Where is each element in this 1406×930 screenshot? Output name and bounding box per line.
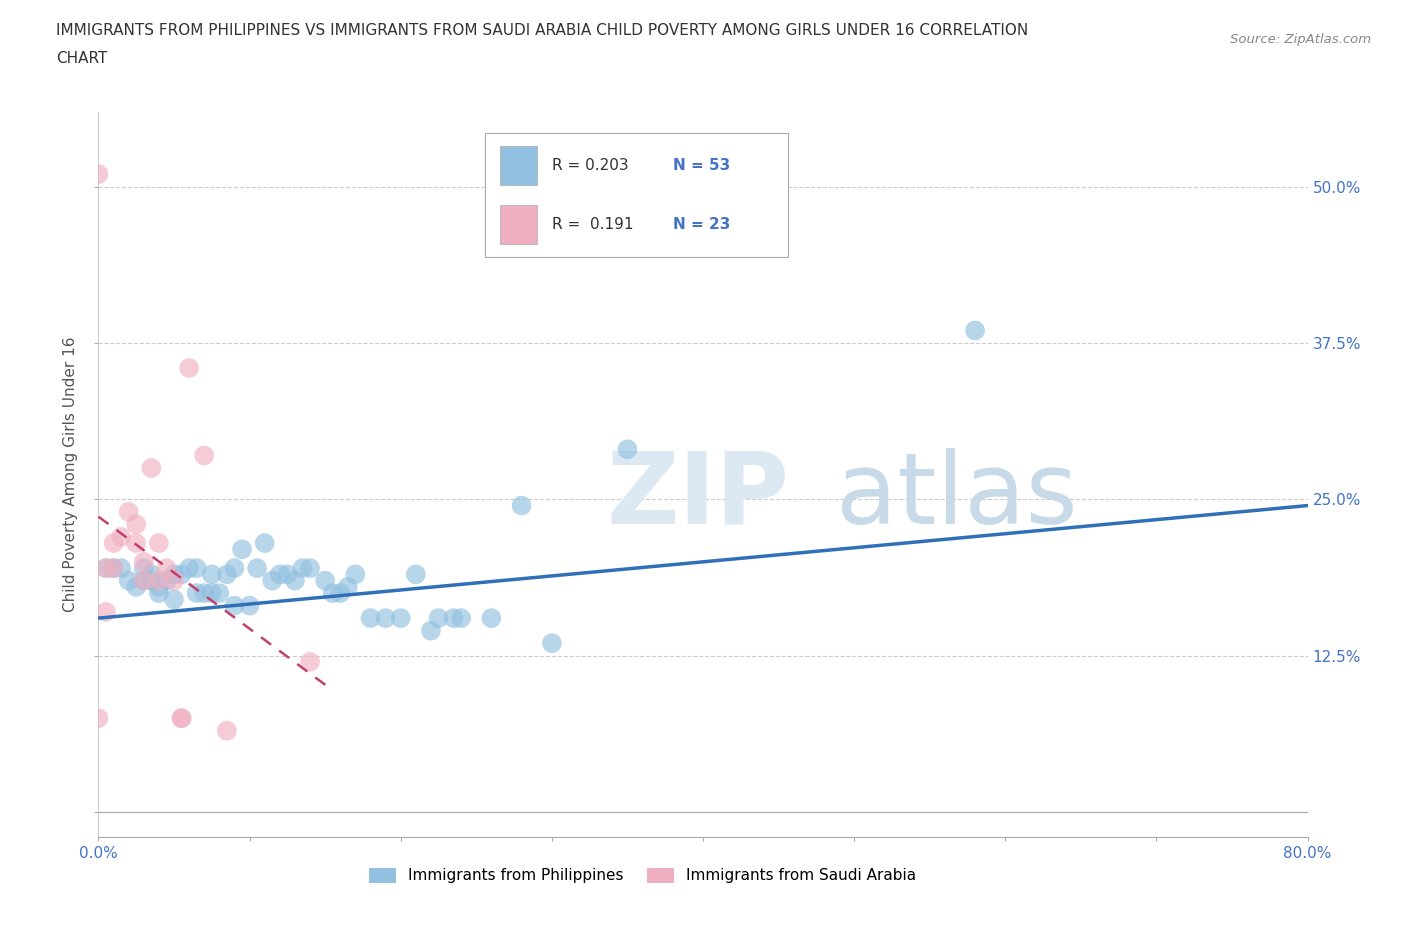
Point bbox=[155, 561, 177, 576]
Point bbox=[141, 573, 163, 588]
Point bbox=[186, 586, 208, 601]
Point bbox=[103, 561, 125, 576]
Point bbox=[87, 166, 110, 181]
Point bbox=[118, 573, 141, 588]
Point bbox=[118, 504, 141, 519]
Point bbox=[215, 567, 238, 582]
Point bbox=[389, 611, 412, 626]
Point bbox=[481, 611, 503, 626]
Y-axis label: Child Poverty Among Girls Under 16: Child Poverty Among Girls Under 16 bbox=[63, 337, 79, 612]
Text: atlas: atlas bbox=[837, 447, 1077, 545]
Point bbox=[344, 567, 367, 582]
Point bbox=[299, 561, 322, 576]
Point bbox=[163, 567, 186, 582]
Point bbox=[224, 598, 246, 613]
Point bbox=[540, 636, 562, 651]
Point bbox=[208, 586, 231, 601]
Point bbox=[132, 573, 155, 588]
Point bbox=[132, 561, 155, 576]
Point bbox=[299, 655, 322, 670]
Point bbox=[132, 554, 155, 569]
Point bbox=[510, 498, 533, 513]
Point bbox=[148, 579, 170, 594]
Point bbox=[179, 361, 201, 376]
Point bbox=[148, 573, 170, 588]
Point bbox=[193, 448, 215, 463]
Point bbox=[163, 591, 186, 606]
Point bbox=[374, 611, 396, 626]
Point bbox=[179, 561, 201, 576]
Point bbox=[141, 460, 163, 475]
Text: IMMIGRANTS FROM PHILIPPINES VS IMMIGRANTS FROM SAUDI ARABIA CHILD POVERTY AMONG : IMMIGRANTS FROM PHILIPPINES VS IMMIGRANT… bbox=[56, 23, 1029, 38]
Point bbox=[193, 586, 215, 601]
Point bbox=[163, 573, 186, 588]
Point bbox=[253, 536, 276, 551]
Point bbox=[87, 711, 110, 725]
Point bbox=[329, 586, 352, 601]
Point bbox=[262, 573, 284, 588]
Point bbox=[103, 561, 125, 576]
Point bbox=[215, 724, 238, 738]
Point bbox=[405, 567, 427, 582]
Point bbox=[103, 536, 125, 551]
Point bbox=[110, 529, 132, 544]
Point bbox=[170, 711, 193, 725]
Point bbox=[110, 561, 132, 576]
Point bbox=[616, 442, 638, 457]
Point bbox=[201, 567, 224, 582]
Point bbox=[314, 573, 336, 588]
Point bbox=[322, 586, 344, 601]
Text: Source: ZipAtlas.com: Source: ZipAtlas.com bbox=[1230, 33, 1371, 46]
Text: ZIP: ZIP bbox=[606, 447, 789, 545]
Point bbox=[276, 567, 298, 582]
Point bbox=[94, 604, 117, 619]
Point bbox=[170, 711, 193, 725]
Point bbox=[186, 561, 208, 576]
Point bbox=[246, 561, 269, 576]
Point bbox=[148, 536, 170, 551]
Point bbox=[94, 561, 117, 576]
Point bbox=[291, 561, 314, 576]
Point bbox=[155, 573, 177, 588]
Point bbox=[239, 598, 262, 613]
Point bbox=[336, 579, 359, 594]
Point bbox=[284, 573, 307, 588]
Point bbox=[125, 579, 148, 594]
Point bbox=[224, 561, 246, 576]
Point bbox=[231, 542, 253, 557]
Point bbox=[201, 586, 224, 601]
Point bbox=[420, 623, 443, 638]
Point bbox=[427, 611, 450, 626]
Point bbox=[360, 611, 382, 626]
Point bbox=[269, 567, 291, 582]
Text: CHART: CHART bbox=[56, 51, 108, 66]
Point bbox=[132, 573, 155, 588]
Legend: Immigrants from Philippines, Immigrants from Saudi Arabia: Immigrants from Philippines, Immigrants … bbox=[361, 860, 924, 891]
Point bbox=[141, 567, 163, 582]
Point bbox=[125, 536, 148, 551]
Point bbox=[94, 561, 117, 576]
Point bbox=[170, 567, 193, 582]
Point bbox=[443, 611, 465, 626]
Point bbox=[450, 611, 472, 626]
Point bbox=[965, 323, 987, 338]
Point bbox=[148, 586, 170, 601]
Point bbox=[125, 517, 148, 532]
